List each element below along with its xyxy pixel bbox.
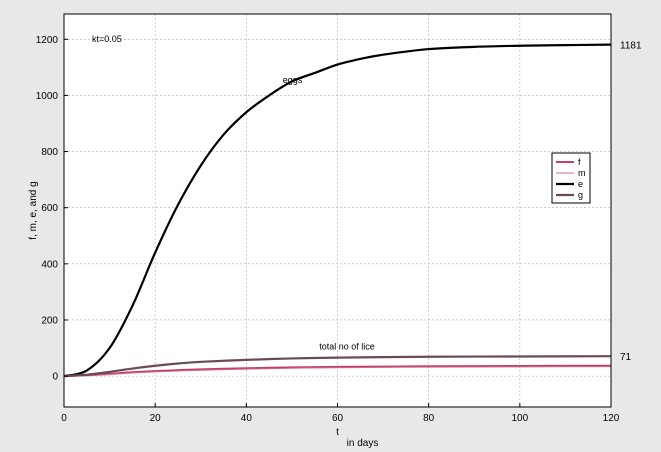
series-line-e [63, 43, 612, 378]
x-tick-label: 100 [511, 413, 528, 424]
series-line-g [63, 355, 612, 378]
x-tick-label: 60 [332, 413, 344, 424]
y-tick-label: 400 [41, 259, 58, 270]
x-tick-label: 40 [241, 413, 253, 424]
eggs-annotation: eggs [283, 75, 303, 85]
x-axis-label: t [336, 427, 339, 438]
y-tick-label: 200 [41, 315, 58, 326]
y-tick-label: 0 [52, 372, 58, 383]
y-tick-label: 1000 [36, 91, 59, 102]
series-line-f [63, 364, 612, 378]
legend-label-e: e [578, 179, 583, 189]
series-line-m [63, 366, 612, 377]
y-tick-label: 600 [41, 203, 58, 214]
parameter-annotation: kt=0.05 [92, 34, 122, 44]
y-tick-label: 800 [41, 147, 58, 158]
legend-label-m: m [578, 168, 586, 178]
y-axis-label: f, m, e, and g [28, 181, 39, 239]
x-axis-sublabel: in days [347, 438, 379, 449]
x-tick-label: 0 [61, 413, 67, 424]
legend-label-f: f [578, 157, 581, 167]
series-layer [63, 43, 612, 378]
x-tick-label: 20 [150, 413, 162, 424]
eggs-end-value: 1181 [620, 41, 642, 52]
x-tick-label: 80 [423, 413, 435, 424]
x-tick-label: 120 [603, 413, 620, 424]
lice-annotation: total no of lice [319, 341, 375, 351]
lice-end-value: 71 [620, 352, 632, 363]
legend-label-g: g [578, 190, 583, 200]
y-tick-label: 1200 [36, 35, 59, 46]
